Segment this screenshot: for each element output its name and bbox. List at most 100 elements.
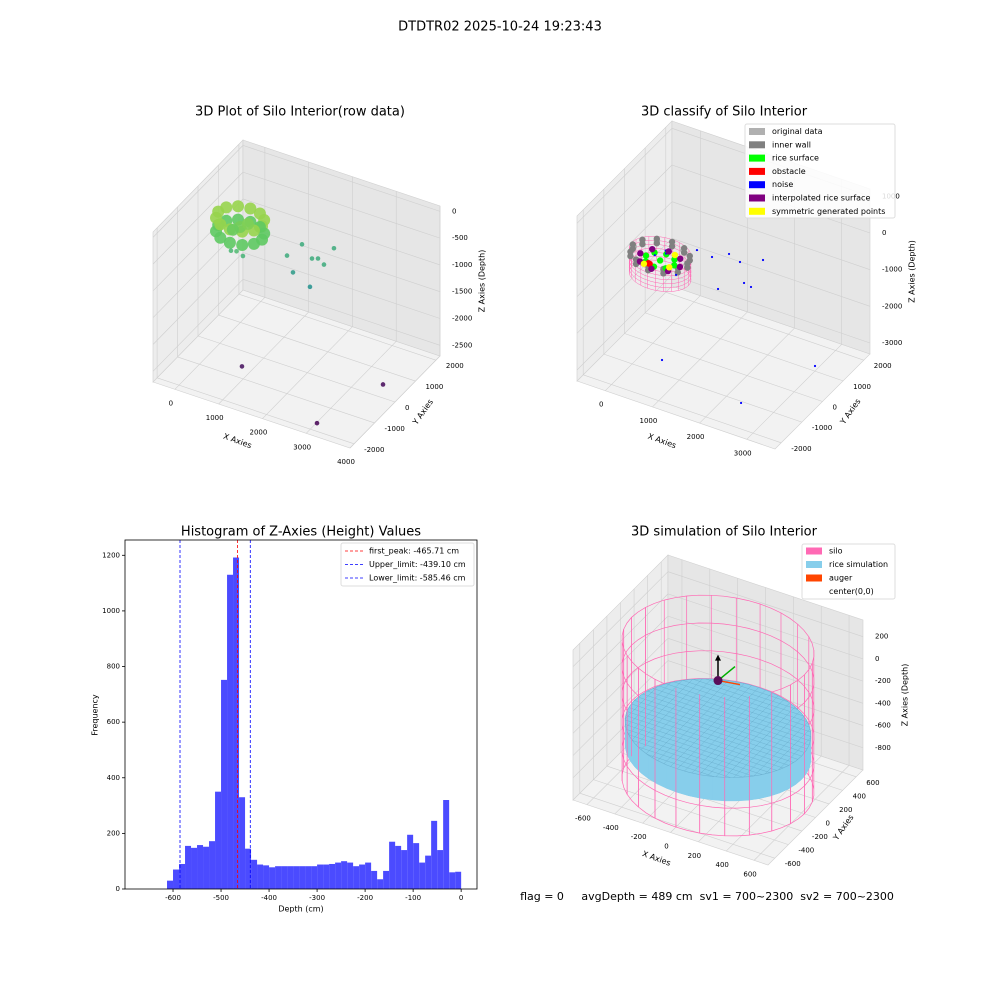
y-tick-label: -400	[798, 847, 814, 855]
y-tick-label: 2000	[446, 362, 464, 370]
histogram-bar	[185, 845, 192, 889]
histogram-bar	[395, 845, 402, 889]
scatter-point	[214, 218, 227, 231]
y-tick-label: 1000	[102, 607, 120, 615]
histogram-bar	[347, 862, 354, 889]
grid-line	[572, 593, 669, 690]
rice-mesh	[673, 681, 810, 728]
scatter-point	[676, 263, 684, 271]
z-tick-label: -1000	[882, 266, 902, 274]
legend-label: noise	[772, 180, 793, 189]
auger-head	[715, 654, 721, 661]
legend-swatch	[749, 181, 765, 189]
z-axis-label: Z Axies (Depth)	[908, 240, 917, 303]
rice-mesh	[743, 716, 805, 778]
scatter-point	[686, 257, 693, 264]
histogram-bar	[377, 879, 384, 889]
rice-mesh	[652, 688, 811, 742]
figure-title: DTDTR02 2025-10-24 19:23:43	[398, 20, 602, 35]
scatter-point	[739, 401, 743, 405]
grid-line	[197, 335, 396, 403]
scatter-point	[716, 287, 720, 291]
legend-swatch	[749, 141, 765, 149]
z-tick-label: -1500	[452, 288, 472, 296]
z-axis-label: Z Axies (Depth)	[478, 250, 487, 313]
scatter-point	[640, 260, 648, 267]
x-axis-label: Depth (cm)	[278, 905, 323, 914]
scatter-point	[309, 256, 315, 261]
scatter-point	[639, 240, 646, 248]
scatter-point	[668, 243, 676, 250]
x-tick-label: -200	[357, 894, 373, 902]
rice-side	[779, 765, 789, 794]
scatter-point	[629, 245, 636, 253]
scatter-point	[668, 238, 676, 246]
x-tick-label: 0	[169, 399, 173, 407]
x-tick-label: -100	[405, 894, 421, 902]
y-tick-label: -2000	[364, 446, 384, 454]
grid-line	[667, 571, 864, 637]
histogram-bar	[197, 845, 204, 889]
scatter-point	[284, 253, 290, 258]
rice-mesh	[724, 706, 796, 778]
histogram-bar	[239, 797, 246, 889]
x-tick-label: 200	[688, 852, 701, 860]
histogram-bar	[317, 864, 324, 889]
x-tick-label: -600	[575, 815, 591, 823]
histogram-bar	[191, 847, 198, 889]
z-axis-label: Z Axies (Depth)	[901, 664, 910, 727]
histogram-bar	[233, 557, 240, 889]
histogram-bar	[311, 866, 318, 889]
subplot-title: 3D simulation of Silo Interior	[631, 525, 818, 540]
rice-side	[748, 774, 760, 801]
histogram-bar	[353, 866, 360, 889]
z-tick-label: 0	[452, 207, 456, 215]
scatter-point	[228, 248, 234, 254]
x-tick-label: 3000	[293, 443, 311, 451]
z-tick-label: 0	[882, 229, 886, 237]
grid-line	[152, 145, 244, 238]
x-tick-label: 400	[716, 861, 729, 869]
grid-line	[238, 293, 437, 361]
grid-line	[576, 128, 673, 224]
grid-line	[242, 225, 441, 292]
scatter-point	[738, 260, 742, 264]
scatter-point	[253, 207, 266, 220]
x-tick-label: 1000	[640, 417, 658, 425]
grid-line	[242, 279, 441, 346]
histogram-bar	[173, 869, 180, 889]
x-tick-label: 0	[664, 843, 668, 851]
z-tick-label: -2000	[452, 315, 472, 323]
histogram-bar	[305, 866, 312, 889]
x-tick-label: -600	[165, 894, 181, 902]
histogram-bar	[455, 871, 462, 889]
histogram-bar	[263, 865, 270, 889]
scatter-point	[629, 241, 636, 248]
z-tick-label: -2000	[882, 302, 902, 310]
rice-mesh	[665, 683, 811, 733]
scatter-point	[637, 250, 644, 257]
grid-line	[624, 333, 823, 402]
y-tick-label: 600	[107, 718, 120, 726]
status-text: flag = 0 avgDepth = 489 cm sv1 = 700~230…	[520, 890, 894, 903]
z-tick-label: -3000	[882, 339, 902, 347]
legend-label: center(0,0)	[829, 587, 874, 596]
scatter-point	[239, 364, 245, 369]
rice-side	[759, 772, 771, 799]
legend-box	[340, 542, 475, 587]
rice-mesh	[733, 711, 800, 778]
x-tick-label: -300	[309, 894, 325, 902]
y-tick-label: 400	[107, 774, 120, 782]
scatter-point	[331, 245, 337, 251]
subplot-title: 3D Plot of Silo Interior(row data)	[195, 105, 405, 120]
rice-side	[677, 768, 689, 797]
scatter-point	[234, 248, 239, 254]
y-tick-label: 1200	[102, 551, 120, 559]
y-tick-label: -2000	[791, 445, 811, 453]
histogram-bar	[293, 866, 300, 889]
legend-label: symmetric generated points	[772, 207, 885, 216]
y-tick-label: -1000	[385, 425, 405, 433]
histogram-bar	[257, 864, 264, 889]
y-tick-label: 800	[107, 663, 120, 671]
